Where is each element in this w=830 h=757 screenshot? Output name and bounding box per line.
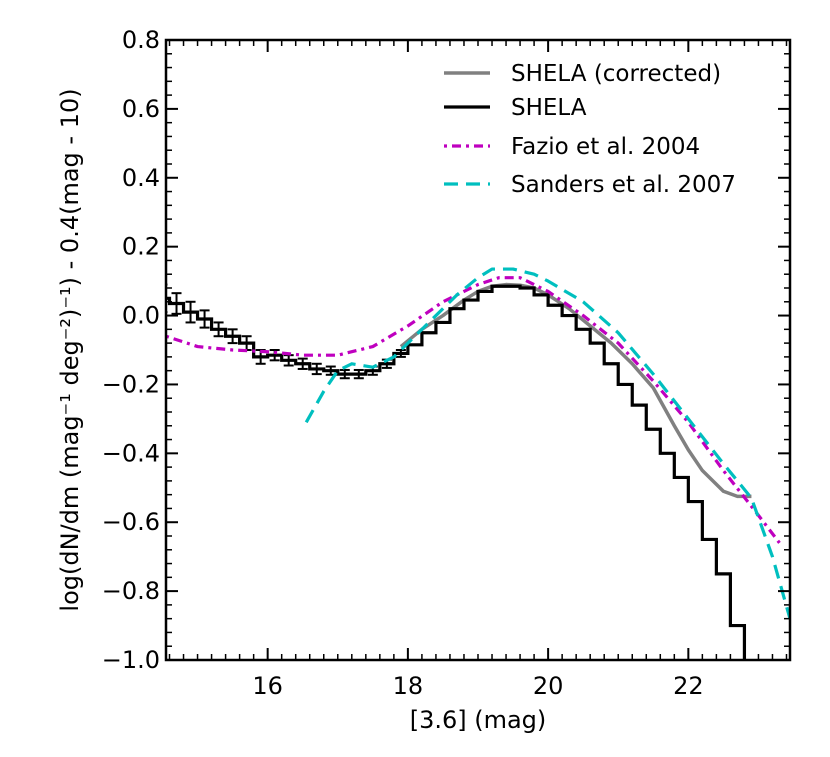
y-tick-label: −0.2 xyxy=(102,370,160,398)
x-tick-label: 22 xyxy=(673,672,704,700)
axis-tick-labels: 16 18 20 22 −1.0 −0.8 −0.6 −0.4 −0.2 0.0 0.2 0.4 0.6… xyxy=(102,26,704,700)
y-tick-label: 0.2 xyxy=(122,233,160,261)
y-tick-label: −0.8 xyxy=(102,577,160,605)
error-bar xyxy=(311,362,322,376)
error-bar xyxy=(199,309,210,329)
legend-label: Sanders et al. 2007 xyxy=(511,172,736,198)
series-shela-step-line xyxy=(166,284,747,660)
x-axis-label: [3.6] (mag) xyxy=(410,706,547,734)
plot-series-layer xyxy=(166,267,790,660)
y-axis-label: log(dN/dm (mag⁻¹ deg⁻²)⁻¹) - 0.4(mag - 1… xyxy=(56,88,84,611)
error-bar xyxy=(339,368,350,380)
y-tick-label: −0.6 xyxy=(102,508,160,536)
x-tick-label: 18 xyxy=(393,672,424,700)
axis-ticks xyxy=(166,39,790,661)
error-bar xyxy=(171,292,182,315)
legend: SHELA (corrected) SHELA Fazio et al. 2004 S… xyxy=(444,61,736,198)
series-sanders-et-al-2007-line xyxy=(304,267,790,620)
legend-label: Fazio et al. 2004 xyxy=(511,134,700,160)
series-shela-corrected-line xyxy=(399,282,752,499)
error-bar xyxy=(395,349,406,358)
legend-label: SHELA (corrected) xyxy=(511,61,721,87)
y-tick-label: 0.4 xyxy=(122,164,160,192)
error-bar xyxy=(227,328,238,345)
error-bar xyxy=(297,357,308,370)
series-fazio-et-al-2004-line xyxy=(166,276,781,544)
y-tick-label: −1.0 xyxy=(102,646,160,674)
legend-label: SHELA xyxy=(511,95,587,121)
error-bar xyxy=(185,300,196,324)
y-tick-label: −0.4 xyxy=(102,439,160,467)
y-tick-label: 0.0 xyxy=(122,302,160,330)
x-tick-label: 20 xyxy=(533,672,564,700)
y-tick-label: 0.8 xyxy=(122,26,160,54)
error-bar xyxy=(213,321,224,338)
error-bar xyxy=(353,368,364,380)
y-tick-label: 0.6 xyxy=(122,95,160,123)
x-tick-label: 16 xyxy=(252,672,283,700)
